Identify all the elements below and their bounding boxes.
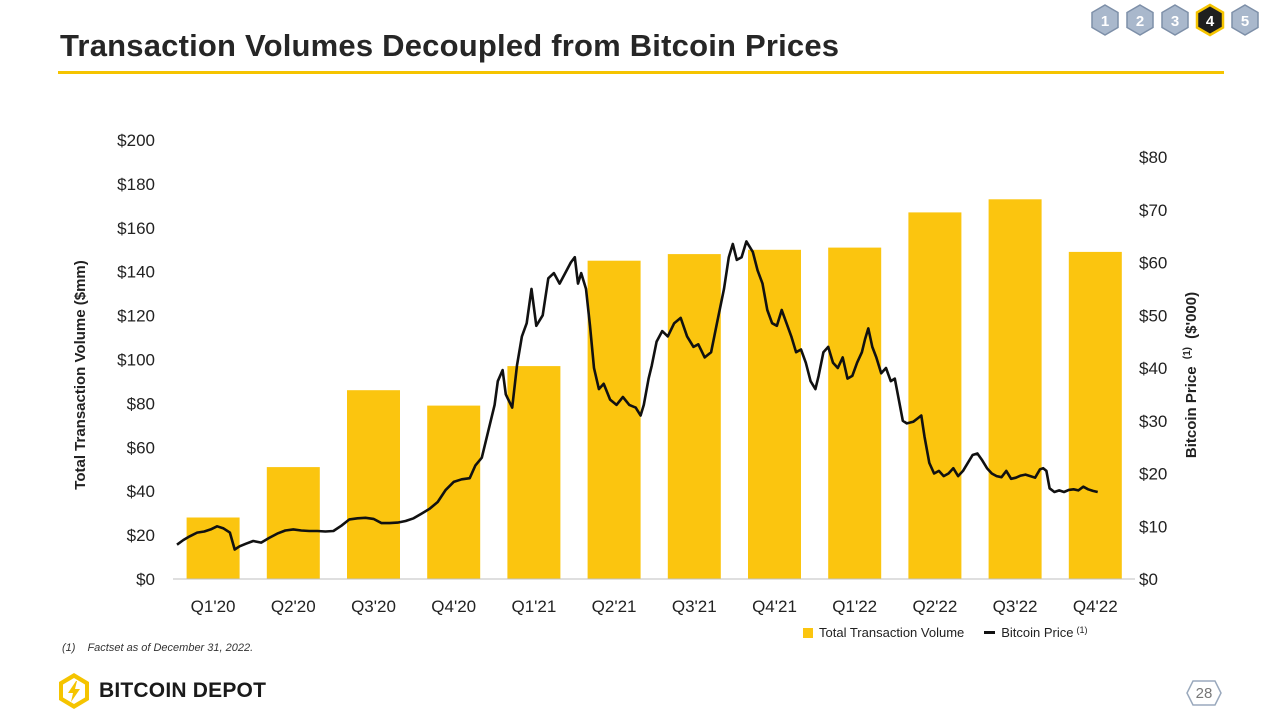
footnote-text: Factset as of December 31, 2022.: [87, 642, 254, 654]
brand-name: BITCOIN DEPOT: [99, 679, 267, 702]
right-axis-title-sup: (1): [1182, 347, 1193, 359]
page-number-badge: 28: [1186, 680, 1222, 706]
bar-Q2'20: [266, 467, 320, 579]
right-axis-tick: $50: [1139, 306, 1167, 325]
x-axis-tick: Q3'21: [672, 597, 717, 616]
bar-Q1'22: [828, 247, 882, 579]
x-axis-tick: Q1'21: [511, 597, 556, 616]
bitcoin-depot-icon: [59, 673, 89, 709]
x-axis-tick: Q2'20: [271, 597, 316, 616]
left-axis-tick: $180: [117, 175, 155, 194]
legend-line-sup: (1): [1076, 624, 1088, 635]
bar-Q3'20: [347, 390, 400, 579]
page-number: 28: [1196, 685, 1213, 702]
footnote-mark: (1): [62, 642, 76, 654]
brand-logo: BITCOIN DEPOT: [57, 672, 266, 710]
x-axis-tick: Q4'20: [431, 597, 476, 616]
legend-line-swatch: [984, 631, 996, 634]
left-axis-tick: $160: [117, 219, 155, 238]
x-axis-tick: Q3'22: [993, 597, 1038, 616]
section-nav-item-4[interactable]: 4: [1195, 3, 1225, 37]
chart-legend: Total Transaction Volume Bitcoin Price (…: [803, 625, 1088, 640]
bar-Q2'22: [908, 212, 962, 579]
x-axis-tick: Q2'22: [912, 597, 957, 616]
left-axis-tick: $0: [136, 570, 155, 589]
right-axis-tick: $80: [1139, 148, 1167, 167]
section-nav-label: 2: [1136, 13, 1144, 30]
right-axis-title-unit: ($'000): [1183, 292, 1200, 339]
left-axis-tick: $60: [127, 438, 155, 457]
left-axis-tick: $200: [117, 131, 155, 150]
right-axis-tick: $0: [1139, 570, 1158, 589]
footnote: (1) Factset as of December 31, 2022.: [62, 642, 253, 654]
section-nav-item-2[interactable]: 2: [1126, 4, 1154, 36]
right-axis-tick: $20: [1139, 465, 1167, 484]
left-axis-tick: $120: [117, 307, 155, 326]
legend-bar-swatch: [803, 627, 813, 638]
x-axis-tick: Q4'21: [752, 597, 797, 616]
right-axis-title-main: Bitcoin Price: [1183, 366, 1200, 458]
x-axis-tick: Q1'22: [832, 597, 877, 616]
bar-Q3'21: [667, 254, 721, 579]
section-nav-label: 1: [1101, 13, 1109, 30]
left-axis-tick: $40: [127, 482, 155, 501]
right-axis-tick: $70: [1139, 201, 1167, 220]
bar-Q4'22: [1068, 251, 1122, 579]
bar-Q4'21: [748, 249, 801, 580]
right-axis: $0 $10 $20 $30 $40 $50 $60 $70 $80: [1139, 148, 1167, 589]
right-axis-tick: $40: [1139, 359, 1167, 378]
left-axis-tick: $100: [117, 351, 155, 370]
legend-line-label: Bitcoin Price: [1001, 625, 1074, 640]
x-axis-tick: Q3'20: [351, 597, 396, 616]
x-axis-labels: Q1'20 Q2'20 Q3'20 Q4'20 Q1'21 Q2'21 Q3'21 Q4'21…: [191, 597, 1118, 616]
left-axis-tick: $80: [127, 394, 155, 413]
x-axis-tick: Q4'22: [1073, 597, 1118, 616]
title-underline: [58, 71, 1224, 74]
bar-Q3'22: [988, 199, 1042, 580]
right-axis-tick: $10: [1139, 517, 1167, 536]
bar-Q4'20: [427, 405, 481, 579]
left-axis: $0 $20 $40 $60 $80 $100 $120 $140 $160 $180 $200: [117, 131, 155, 589]
x-axis-tick: Q2'21: [592, 597, 637, 616]
left-axis-title: Total Transaction Volume ($mm): [72, 260, 89, 489]
legend-bar-label: Total Transaction Volume: [819, 625, 965, 640]
section-nav-label: 5: [1241, 13, 1249, 30]
bar-Q1'20: [186, 517, 240, 579]
bar-series: [186, 199, 1122, 580]
section-nav-label: 3: [1171, 13, 1179, 30]
page-title: Transaction Volumes Decoupled from Bitco…: [60, 28, 840, 63]
right-axis-title: Bitcoin Price (1) ($'000): [1177, 292, 1200, 458]
left-axis-tick: $140: [117, 263, 155, 282]
section-nav-item-3[interactable]: 3: [1161, 4, 1189, 36]
bar-Q1'21: [507, 366, 561, 579]
bitcoin-price-line: [176, 240, 1098, 551]
x-axis-tick: Q1'20: [191, 597, 236, 616]
section-nav-item-1[interactable]: 1: [1091, 4, 1119, 36]
section-nav: 1 2 3 4 5: [1091, 3, 1259, 37]
right-axis-tick: $30: [1139, 412, 1167, 431]
bar-Q2'21: [587, 260, 641, 579]
section-nav-label: 4: [1206, 13, 1215, 30]
left-axis-tick: $20: [127, 526, 155, 545]
right-axis-tick: $60: [1139, 254, 1167, 273]
section-nav-item-5[interactable]: 5: [1231, 4, 1259, 36]
